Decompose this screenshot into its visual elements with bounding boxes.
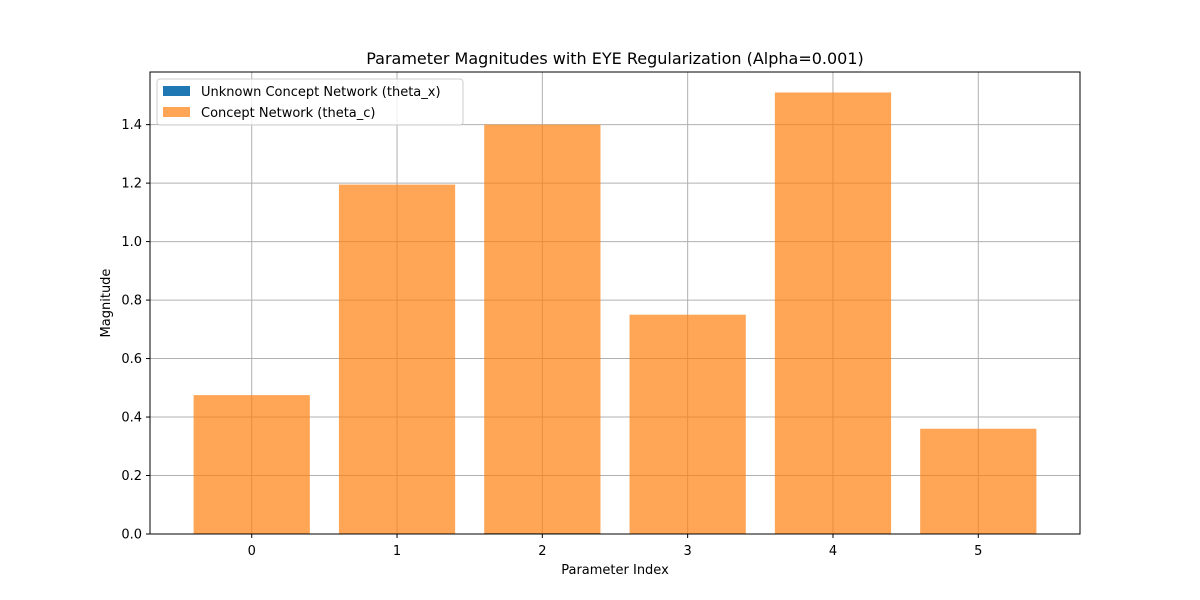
- x-tick-label: 2: [538, 544, 546, 559]
- y-tick-label: 0.2: [121, 469, 142, 484]
- legend: Unknown Concept Network (theta_x) Concep…: [156, 78, 464, 126]
- plot-frame: [149, 71, 1081, 535]
- bar-series-1-0: [193, 395, 310, 534]
- bar-series-1-2: [484, 124, 601, 535]
- x-tick-label: 0: [248, 544, 256, 559]
- y-tick-label: 1.4: [121, 118, 142, 133]
- legend-swatch-theta-x: [163, 86, 190, 96]
- x-tick-label: 1: [393, 544, 401, 559]
- y-tick-label: 0.0: [121, 528, 142, 543]
- bars: [193, 92, 1037, 535]
- y-tick-label: 1.2: [121, 177, 142, 192]
- legend-swatch-theta-c: [163, 107, 190, 117]
- x-tick-label: 3: [684, 544, 692, 559]
- x-tick-label: 5: [974, 544, 982, 559]
- y-tick-label: 1.0: [121, 235, 142, 250]
- chart-title: Parameter Magnitudes with EYE Regulariza…: [366, 49, 864, 68]
- y-tick-label: 0.4: [121, 411, 142, 426]
- legend-box: [156, 78, 464, 126]
- legend-label-theta-c: Concept Network (theta_c): [201, 106, 376, 121]
- bar-series-1-1: [338, 184, 456, 535]
- y-tick-label: 0.8: [121, 294, 142, 309]
- bar-series-1-3: [629, 314, 746, 534]
- y-axis-label: Magnitude: [99, 269, 114, 338]
- bar-series-1-4: [774, 92, 892, 534]
- bar-series-1-5: [920, 428, 1037, 534]
- x-axis-label: Parameter Index: [561, 563, 669, 578]
- x-tick-label: 4: [829, 544, 837, 559]
- y-tick-label: 0.6: [121, 352, 142, 367]
- legend-label-theta-x: Unknown Concept Network (theta_x): [201, 85, 441, 100]
- ticks: 0.0 0.2 0.4 0.6 0.8 1.0 1.2 1.4 0 1 2 3 4 5: [121, 118, 982, 559]
